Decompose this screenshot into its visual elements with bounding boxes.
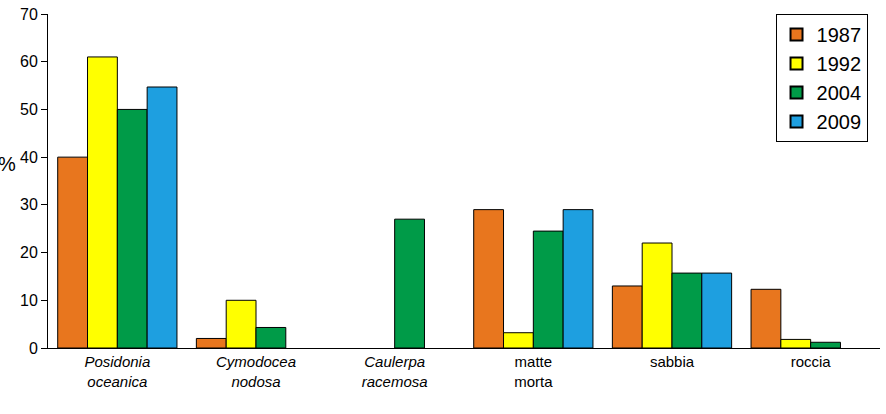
svg-text:mattemorta: mattemorta — [514, 353, 553, 390]
svg-text:70: 70 — [20, 6, 38, 23]
svg-text:50: 50 — [20, 101, 38, 118]
svg-text:1987: 1987 — [817, 24, 862, 46]
svg-text:1992: 1992 — [817, 53, 862, 75]
svg-text:Cymodoceanodosa: Cymodoceanodosa — [216, 353, 296, 390]
svg-text:0: 0 — [29, 340, 38, 357]
svg-text:Posidoniaoceanica: Posidoniaoceanica — [84, 353, 150, 390]
svg-text:sabbia: sabbia — [650, 353, 695, 370]
svg-text:%: % — [0, 153, 16, 175]
svg-text:60: 60 — [20, 53, 38, 70]
svg-text:20: 20 — [20, 244, 38, 261]
svg-text:roccia: roccia — [791, 353, 832, 370]
svg-text:Caulerparacemosa: Caulerparacemosa — [362, 353, 428, 390]
svg-text:30: 30 — [20, 196, 38, 213]
svg-text:40: 40 — [20, 149, 38, 166]
svg-text:2009: 2009 — [817, 111, 862, 133]
svg-text:2004: 2004 — [817, 82, 862, 104]
svg-text:10: 10 — [20, 292, 38, 309]
